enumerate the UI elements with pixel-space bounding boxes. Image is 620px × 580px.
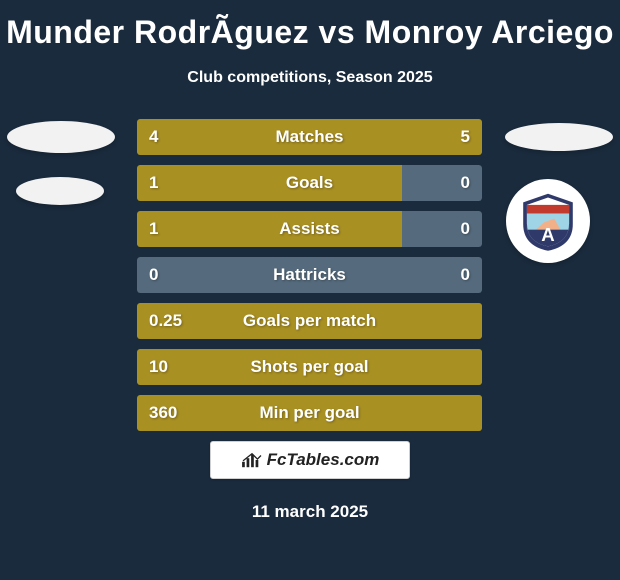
stat-label: Goals per match [137,311,482,331]
stat-row: 10Shots per goal [137,349,482,385]
player-right-club-crest: A [506,179,590,263]
date-label: 11 march 2025 [0,502,620,522]
page-title: Munder RodrÃ­guez vs Monroy Arciego [0,14,620,51]
stat-row: 10Goals [137,165,482,201]
footer-label: FcTables.com [267,450,380,470]
stat-label: Hattricks [137,265,482,285]
stat-row: 45Matches [137,119,482,155]
stat-label: Min per goal [137,403,482,423]
subtitle: Club competitions, Season 2025 [0,69,620,87]
comparison-rows: 45Matches 10Goals 10Assists 00Hattricks 0.25… [137,119,482,441]
fctables-logo: FcTables.com [241,450,380,470]
player-left-badge-2 [16,177,104,205]
stat-label: Assists [137,219,482,239]
player-left-badge-1 [7,121,115,153]
stat-row: 10Assists [137,211,482,247]
stat-row: 00Hattricks [137,257,482,293]
stat-label: Goals [137,173,482,193]
footer-source-badge[interactable]: FcTables.com [210,441,410,479]
svg-text:A: A [541,224,554,245]
stat-label: Matches [137,127,482,147]
stat-label: Shots per goal [137,357,482,377]
stat-row: 360Min per goal [137,395,482,431]
club-shield-icon: A [517,190,579,252]
bars-icon [241,451,263,469]
player-right-badge-1 [505,123,613,151]
stat-row: 0.25Goals per match [137,303,482,339]
